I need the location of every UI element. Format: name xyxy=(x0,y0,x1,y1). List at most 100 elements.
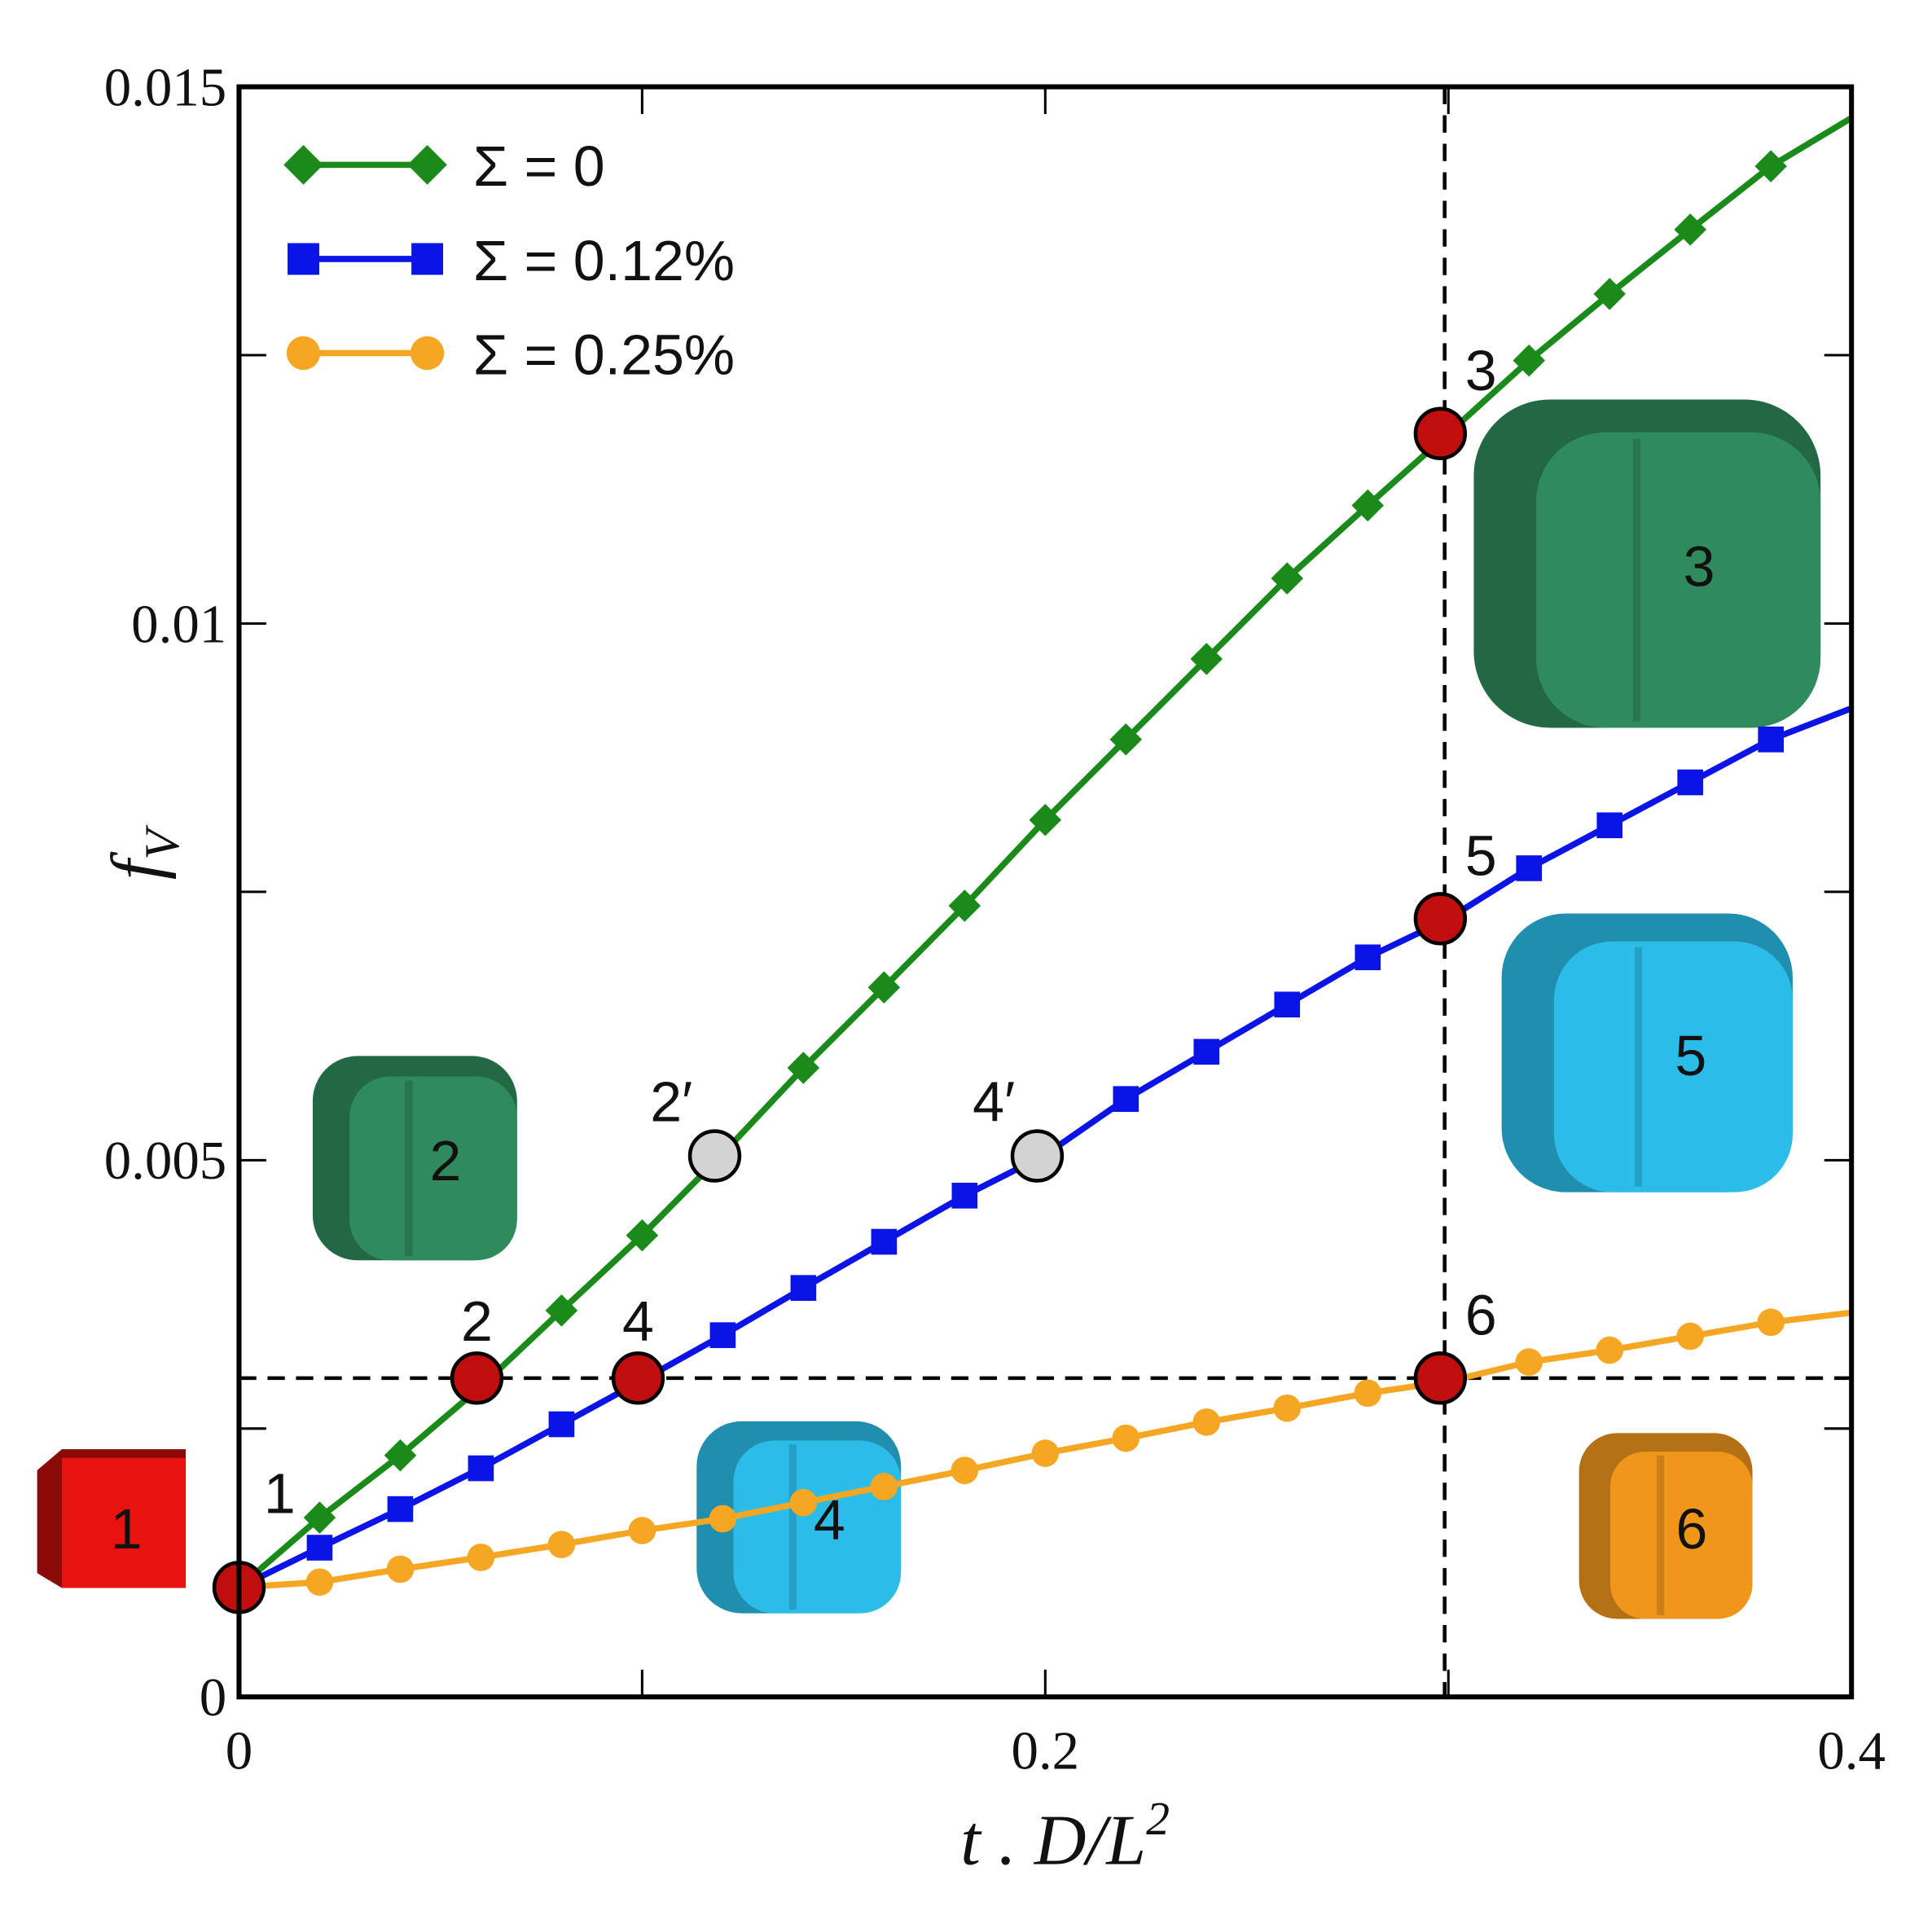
data-point xyxy=(1193,1039,1220,1065)
shape-inset-1: 1 xyxy=(37,1449,187,1588)
data-point xyxy=(1676,1322,1704,1351)
data-point xyxy=(303,1501,336,1534)
data-point xyxy=(1273,1394,1302,1422)
shape-body-front xyxy=(1536,432,1821,728)
shape-inset-label: 2 xyxy=(430,1129,462,1192)
shape-body-front xyxy=(1609,1452,1753,1619)
legend-label: Σ = 0 xyxy=(473,134,605,198)
data-point xyxy=(1192,1408,1221,1436)
highlight-point-4 xyxy=(611,1351,665,1405)
legend-marker xyxy=(288,243,319,275)
shape-inset-4: 4 xyxy=(696,1421,902,1614)
data-point xyxy=(1596,1336,1624,1364)
data-point xyxy=(306,1535,333,1561)
y-tick-label: 0 xyxy=(200,1667,226,1728)
y-tick-label: 0.005 xyxy=(104,1131,227,1191)
data-point xyxy=(790,1275,817,1301)
data-point xyxy=(548,1411,575,1438)
data-point xyxy=(951,1456,979,1484)
data-point xyxy=(467,1544,495,1571)
highlight-point-6 xyxy=(1413,1351,1468,1405)
shape-inset-label: 5 xyxy=(1675,1024,1706,1087)
highlight-point-label: 1 xyxy=(264,1462,296,1526)
shape-body-front xyxy=(349,1076,517,1261)
legend-marker xyxy=(283,145,323,185)
axis-ticks: 0 0.2 0.4 0 0.005 0.01 0.015 xyxy=(104,57,1886,1781)
data-point xyxy=(384,1438,417,1472)
x-tick-label: 0.4 xyxy=(1817,1720,1886,1781)
data-point xyxy=(1596,812,1623,839)
x-tick-label: 0.2 xyxy=(1012,1720,1080,1781)
shape-body-front xyxy=(733,1440,902,1614)
legend-label: Σ = 0.12% xyxy=(473,229,735,292)
data-point xyxy=(626,1219,659,1252)
shape-insets: 1 2 3 4 5 6 xyxy=(37,399,1821,1619)
legend-marker xyxy=(286,336,321,371)
data-point xyxy=(1031,1439,1060,1467)
data-point xyxy=(709,1504,737,1533)
data-point xyxy=(709,1322,736,1348)
legend-item: Σ = 0.12% xyxy=(288,229,735,292)
data-point xyxy=(628,1517,656,1544)
shape-inset-3: 3 xyxy=(1473,399,1821,728)
data-point xyxy=(789,1488,818,1517)
data-point xyxy=(387,1496,414,1522)
cube-face xyxy=(62,1457,187,1588)
highlight-point-label: 3 xyxy=(1465,339,1497,402)
data-point xyxy=(1029,803,1062,837)
data-point xyxy=(1271,562,1304,595)
data-point xyxy=(1757,1308,1785,1337)
highlight-point-label: 2 xyxy=(461,1289,493,1353)
legend-item: Σ = 0 xyxy=(283,134,605,198)
data-point xyxy=(1516,855,1543,881)
shape-inset-label: 1 xyxy=(111,1497,143,1561)
data-point xyxy=(545,1294,578,1327)
legend-marker xyxy=(410,336,445,371)
highlight-point-label: 2′ xyxy=(650,1070,692,1134)
shape-inset-5: 5 xyxy=(1501,913,1793,1192)
y-tick-label: 0.01 xyxy=(131,594,226,654)
y-tick-label: 0.015 xyxy=(104,57,227,117)
data-point xyxy=(871,1228,898,1255)
data-point xyxy=(1758,726,1784,753)
highlight-point-4′ xyxy=(1010,1129,1065,1183)
highlight-point-label: 5 xyxy=(1465,824,1497,888)
highlight-point-2 xyxy=(450,1351,504,1405)
x-axis-title: t . D/L2 xyxy=(960,1794,1170,1880)
shape-body-front xyxy=(1553,941,1793,1192)
data-point xyxy=(1109,723,1143,756)
data-point xyxy=(468,1455,494,1482)
data-point xyxy=(1513,344,1545,377)
data-point xyxy=(1355,944,1381,971)
data-point xyxy=(1113,1086,1139,1113)
highlight-point-label: 4′ xyxy=(973,1070,1015,1134)
data-point xyxy=(1354,1379,1382,1408)
shape-inset-label: 6 xyxy=(1676,1497,1708,1561)
highlighted-points: 1 2 4 6 3 5 2′ 4′ xyxy=(212,339,1497,1614)
highlight-point-3 xyxy=(1413,406,1468,460)
legend: Σ = 0 Σ = 0.12% Σ = 0.25% xyxy=(283,134,735,386)
data-point xyxy=(1112,1424,1140,1452)
y-axis-title: fV xyxy=(98,825,190,881)
legend-marker xyxy=(411,243,444,275)
legend-label: Σ = 0.25% xyxy=(473,323,735,386)
shape-inset-2: 2 xyxy=(312,1056,517,1261)
highlight-point-label: 6 xyxy=(1465,1284,1497,1347)
legend-item: Σ = 0.25% xyxy=(286,323,735,386)
legend-marker xyxy=(407,145,447,185)
highlight-point-5 xyxy=(1413,892,1468,946)
reference-lines xyxy=(239,86,1852,1698)
data-point xyxy=(1351,489,1385,522)
data-point xyxy=(386,1555,415,1583)
data-point xyxy=(1677,769,1704,796)
shape-inset-label: 3 xyxy=(1684,534,1715,598)
data-point xyxy=(1274,991,1301,1018)
highlight-point-label: 4 xyxy=(622,1289,654,1353)
x-tick-label: 0 xyxy=(226,1720,252,1781)
data-point xyxy=(870,1473,898,1500)
data-point xyxy=(951,1183,978,1209)
data-point xyxy=(547,1531,576,1558)
highlight-point-2′ xyxy=(687,1129,742,1183)
data-point xyxy=(1515,1348,1543,1376)
